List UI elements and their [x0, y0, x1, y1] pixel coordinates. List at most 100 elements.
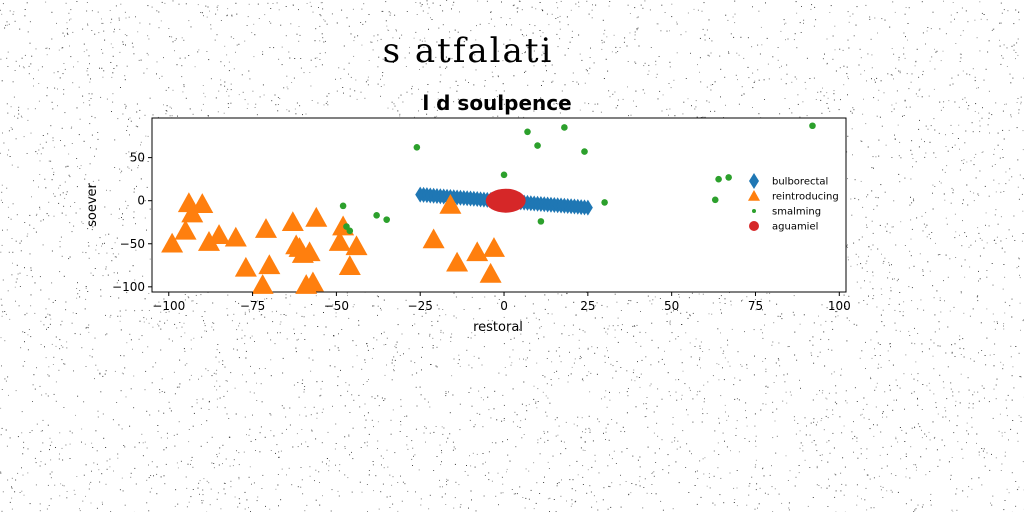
noise-speck	[607, 328, 609, 330]
noise-speck	[717, 328, 719, 330]
noise-speck	[578, 339, 580, 341]
noise-speck	[115, 256, 117, 258]
noise-speck	[130, 388, 132, 390]
noise-speck	[110, 314, 112, 316]
noise-speck	[396, 30, 397, 32]
noise-speck	[435, 426, 437, 427]
noise-speck	[899, 427, 901, 428]
noise-speck	[843, 84, 845, 86]
noise-speck	[677, 440, 679, 442]
noise-speck	[1001, 435, 1003, 437]
noise-speck	[514, 411, 516, 413]
noise-speck	[961, 245, 963, 247]
noise-speck	[277, 332, 278, 334]
noise-speck	[949, 310, 951, 312]
noise-speck	[653, 411, 655, 413]
noise-speck	[91, 356, 93, 358]
noise-speck	[45, 187, 47, 189]
noise-speck	[147, 161, 149, 162]
noise-speck	[620, 474, 621, 476]
noise-speck	[954, 18, 955, 20]
noise-speck	[436, 366, 438, 368]
noise-speck	[141, 433, 143, 435]
noise-speck	[177, 503, 179, 505]
noise-speck	[508, 331, 509, 333]
noise-speck	[465, 79, 466, 81]
noise-speck	[52, 137, 54, 139]
noise-speck	[30, 267, 32, 269]
noise-speck	[928, 95, 930, 97]
noise-speck	[651, 484, 653, 485]
noise-speck	[1001, 247, 1003, 249]
noise-speck	[708, 55, 710, 57]
noise-speck	[510, 338, 512, 340]
noise-speck	[853, 109, 855, 111]
noise-speck	[966, 101, 967, 103]
noise-speck	[51, 179, 53, 181]
noise-speck	[87, 24, 89, 26]
noise-speck	[11, 238, 13, 239]
noise-speck	[7, 51, 9, 53]
noise-speck	[858, 64, 860, 66]
noise-speck	[914, 426, 915, 428]
noise-speck	[946, 398, 948, 400]
noise-speck	[95, 364, 97, 366]
noise-speck	[719, 55, 721, 57]
noise-speck	[968, 407, 970, 409]
noise-speck	[754, 80, 756, 82]
noise-speck	[525, 366, 527, 367]
noise-speck	[289, 303, 291, 305]
noise-speck	[253, 23, 255, 25]
noise-speck	[731, 328, 733, 330]
noise-speck	[244, 99, 246, 101]
noise-speck	[490, 12, 492, 13]
noise-speck	[910, 499, 912, 501]
noise-speck	[577, 474, 579, 476]
noise-speck	[91, 229, 93, 231]
noise-speck	[14, 70, 16, 71]
noise-speck	[1011, 472, 1013, 474]
noise-speck	[513, 4, 515, 6]
noise-speck	[648, 64, 650, 66]
noise-speck	[911, 73, 913, 75]
noise-speck	[69, 222, 71, 224]
noise-speck	[475, 69, 477, 71]
noise-speck	[371, 357, 373, 359]
noise-speck	[91, 134, 93, 136]
noise-speck	[455, 80, 457, 82]
noise-speck	[940, 60, 942, 62]
noise-speck	[241, 74, 243, 76]
noise-speck	[771, 344, 773, 346]
noise-speck	[887, 404, 889, 406]
noise-speck	[380, 307, 381, 309]
noise-speck	[710, 110, 711, 112]
noise-speck	[332, 304, 334, 306]
noise-speck	[773, 382, 775, 383]
noise-speck	[587, 347, 589, 349]
noise-speck	[400, 94, 402, 96]
noise-speck	[497, 472, 499, 474]
noise-speck	[58, 49, 60, 51]
noise-speck	[145, 370, 147, 372]
noise-speck	[951, 146, 953, 148]
noise-speck	[826, 441, 828, 443]
noise-speck	[364, 427, 366, 429]
noise-speck	[457, 85, 459, 86]
noise-speck	[603, 432, 604, 434]
noise-speck	[581, 308, 583, 310]
noise-speck	[30, 336, 32, 338]
noise-speck	[397, 482, 399, 483]
noise-speck	[799, 430, 801, 432]
noise-speck	[195, 294, 197, 296]
noise-speck	[976, 442, 977, 444]
noise-speck	[442, 41, 444, 43]
noise-speck	[672, 307, 674, 309]
noise-speck	[899, 387, 901, 389]
noise-speck	[127, 125, 129, 127]
noise-speck	[102, 413, 104, 415]
noise-speck	[768, 78, 770, 80]
noise-speck	[558, 425, 560, 427]
noise-speck	[921, 506, 923, 508]
noise-speck	[852, 154, 853, 156]
noise-speck	[404, 416, 406, 417]
